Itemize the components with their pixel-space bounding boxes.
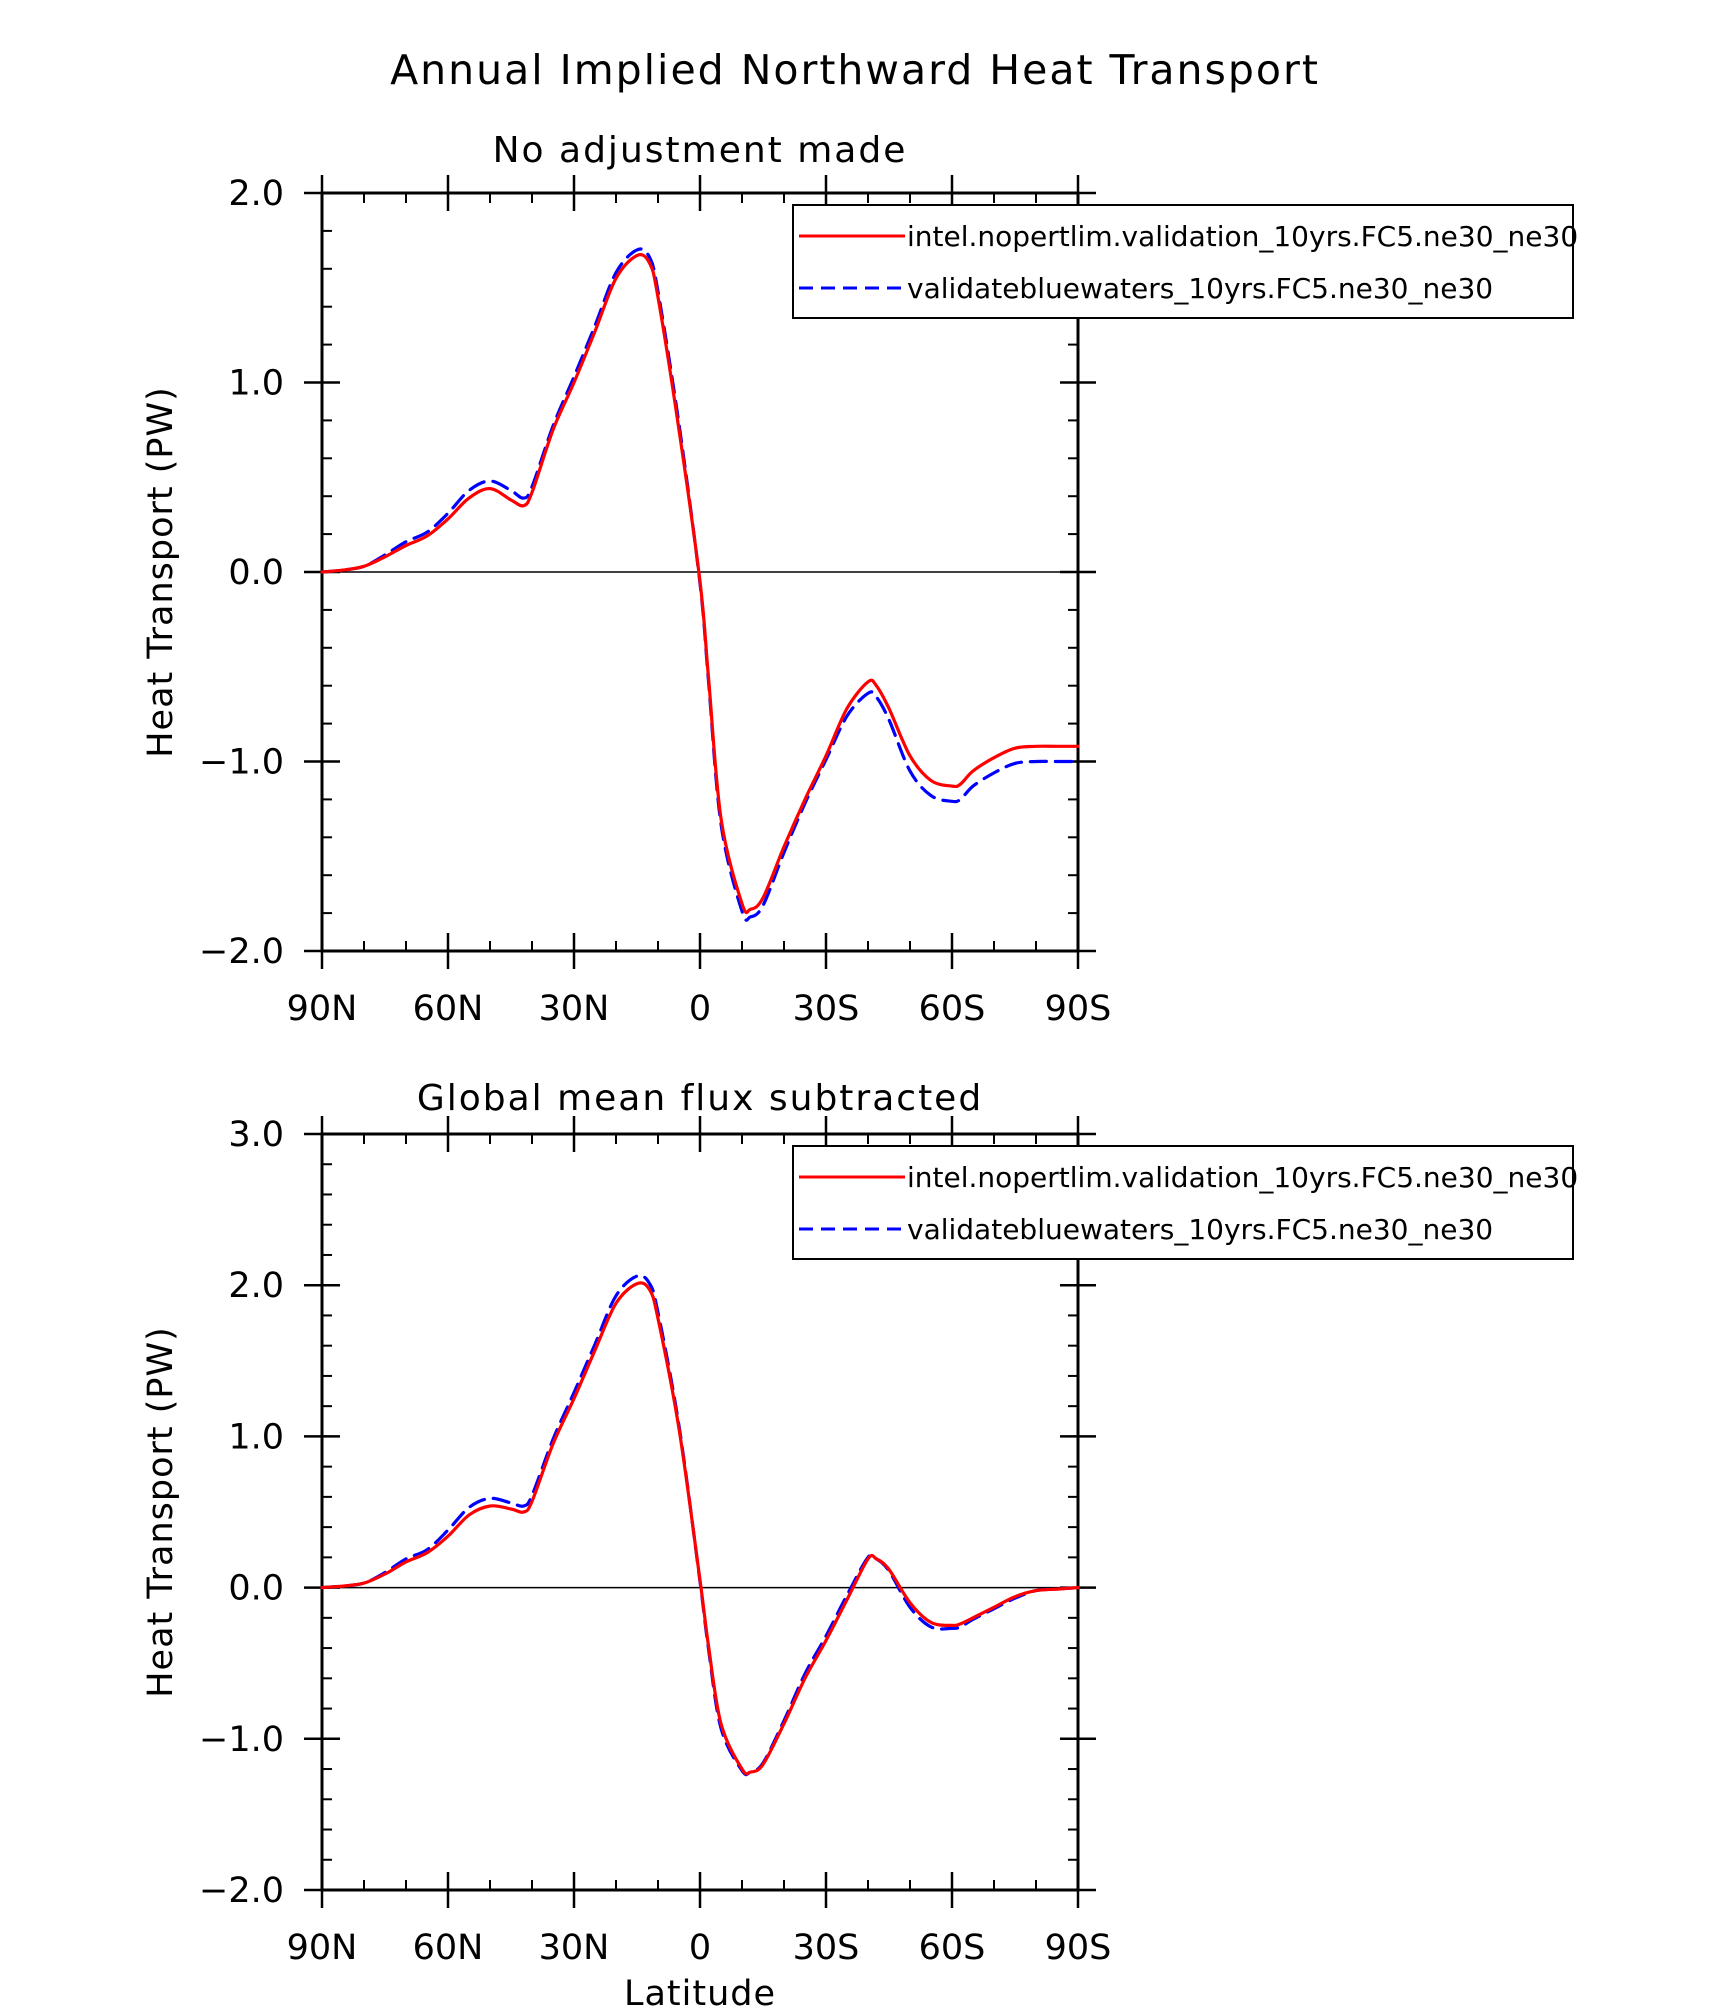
panel-title: Global mean flux subtracted: [417, 1078, 983, 1119]
y-tick-label: −1.0: [199, 1720, 284, 1760]
panel-title: No adjustment made: [493, 130, 908, 171]
y-tick-label: 0.0: [228, 1569, 284, 1609]
y-tick-label: −2.0: [199, 932, 284, 972]
legend-entry: intel.nopertlim.validation_10yrs.FC5.ne3…: [907, 220, 1578, 253]
legend-box: [792, 204, 1574, 319]
legend: intel.nopertlim.validation_10yrs.FC5.ne3…: [792, 1145, 1578, 1260]
legend-entry: validatebluewaters_10yrs.FC5.ne30_ne30: [907, 272, 1493, 305]
x-axis-label: Latitude: [624, 1974, 776, 2008]
y-tick-label: −2.0: [199, 1871, 284, 1911]
x-tick-label: 90N: [287, 989, 358, 1029]
x-tick-label: 90S: [1045, 989, 1112, 1029]
series-line-intel: [320, 253, 1080, 915]
x-tick-label: 60N: [413, 989, 484, 1029]
y-axis-label: Heat Transport (PW): [141, 1326, 181, 1698]
series-line-intel: [320, 1281, 1080, 1776]
x-tick-label: 60N: [413, 1928, 484, 1968]
panel-no-adjustment: No adjustment made Heat Transport (PW) 2.0…: [141, 130, 1578, 1029]
legend-entry: validatebluewaters_10yrs.FC5.ne30_ne30: [907, 1213, 1493, 1246]
x-tick-label: 0: [689, 1928, 711, 1968]
legend: intel.nopertlim.validation_10yrs.FC5.ne3…: [792, 204, 1578, 319]
figure-title: Annual Implied Northward Heat Transport: [390, 46, 1320, 94]
y-tick-label: 0.0: [228, 553, 284, 593]
y-tick-label: 1.0: [228, 1417, 284, 1457]
x-tick-label: 90N: [287, 1928, 358, 1968]
plot-frame: [320, 1132, 1080, 1892]
series-line-bluewaters: [320, 1273, 1080, 1777]
y-tick-label: 2.0: [228, 1266, 284, 1306]
legend-entry: intel.nopertlim.validation_10yrs.FC5.ne3…: [907, 1161, 1578, 1194]
y-tick-label: 3.0: [228, 1115, 284, 1155]
panel-global-mean-subtracted: Global mean flux subtracted Heat Transpor…: [141, 1078, 1578, 2008]
y-tick-label: 1.0: [228, 364, 284, 404]
x-tick-label: 30S: [793, 1928, 860, 1968]
legend-box: [792, 1145, 1574, 1260]
x-tick-label: 0: [689, 989, 711, 1029]
x-tick-label: 30N: [539, 989, 610, 1029]
x-tick-label: 30N: [539, 1928, 610, 1968]
x-tick-label: 60S: [919, 989, 986, 1029]
x-tick-label: 90S: [1045, 1928, 1112, 1968]
x-tick-label: 60S: [919, 1928, 986, 1968]
y-tick-label: −1.0: [199, 743, 284, 783]
x-tick-label: 30S: [793, 989, 860, 1029]
y-axis-label: Heat Transport (PW): [141, 386, 181, 758]
y-tick-label: 2.0: [228, 174, 284, 214]
